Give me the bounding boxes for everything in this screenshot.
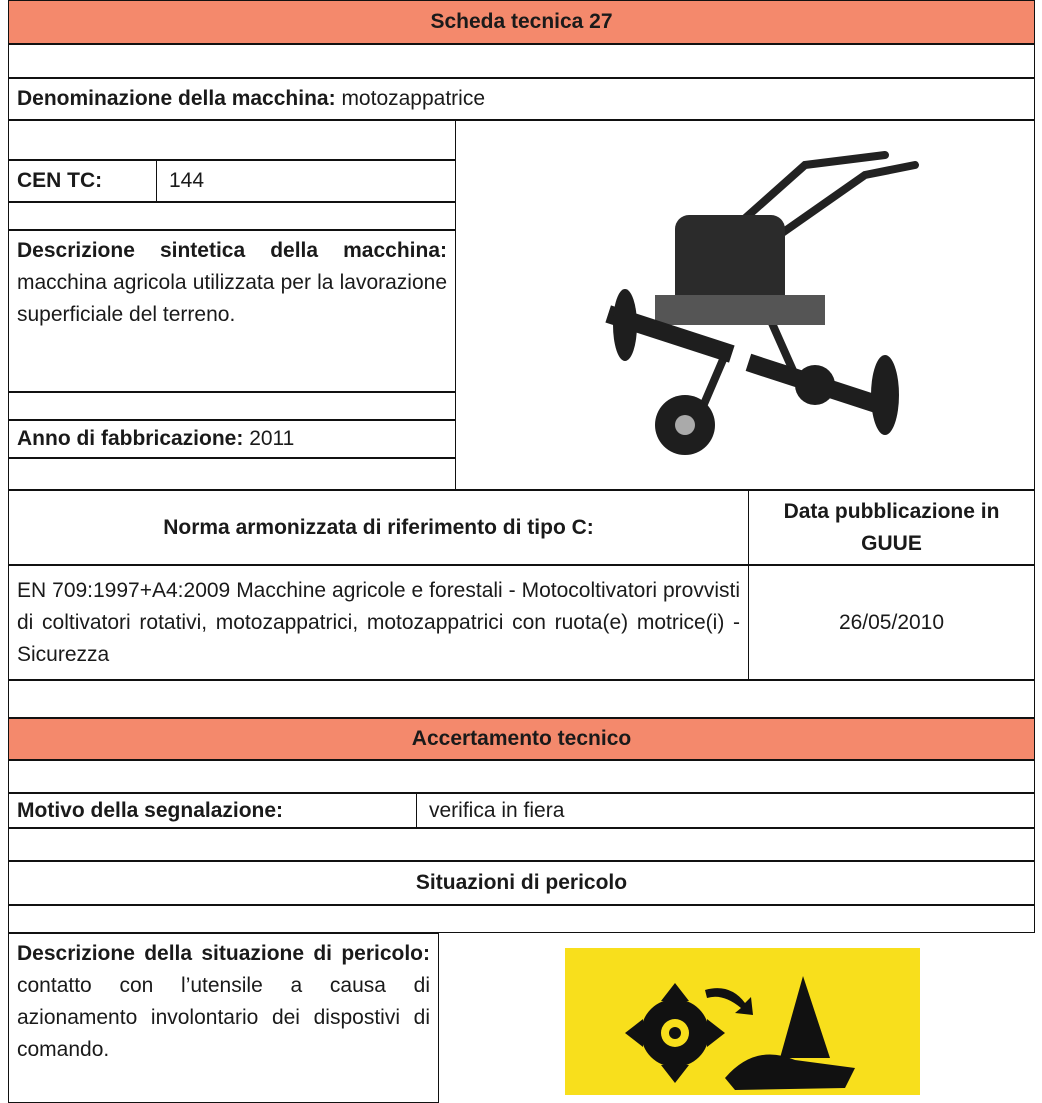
hazard-pictogram xyxy=(565,948,920,1095)
year-cell: Anno di fabbricazione: 2011 xyxy=(8,420,456,458)
title: Scheda tecnica 27 xyxy=(430,10,613,33)
value: 144 xyxy=(169,169,205,192)
norm-header-cell: Norma armonizzata di riferimento di tipo… xyxy=(8,490,749,565)
reason-cell: verifica in fiera xyxy=(416,793,1035,828)
date-cell: 26/05/2010 xyxy=(748,565,1035,680)
value: motozappatrice xyxy=(341,87,486,110)
spacer xyxy=(8,120,456,160)
description-cell: Descrizione sintetica della macchina: ma… xyxy=(8,230,456,392)
value: macchina agricola utilizzata per la lavo… xyxy=(17,271,447,326)
spacer xyxy=(8,760,1035,793)
value: contatto con l’utensile a causa di azion… xyxy=(17,974,430,1061)
section-cell: Accertamento tecnico xyxy=(8,718,1035,760)
norm-text: EN 709:1997+A4:2009 Macchine agricole e … xyxy=(17,578,740,666)
cen-value-cell: 144 xyxy=(156,160,456,202)
hazard-cell: Descrizione della situazione di pericolo… xyxy=(8,933,439,1103)
norm-text-cell: EN 709:1997+A4:2009 Macchine agricole e … xyxy=(8,565,749,680)
label: Motivo della segnalazione: xyxy=(17,798,284,822)
date-header: Data pubblicazione in GUUE xyxy=(783,499,1000,555)
image-cell xyxy=(455,120,1035,490)
section-title: Situazioni di pericolo xyxy=(415,871,628,894)
date: 26/05/2010 xyxy=(838,610,945,634)
name-cell: Denominazione della macchina: motozappat… xyxy=(8,78,1035,120)
label: Descrizione della situazione di pericolo… xyxy=(17,942,430,965)
value: verifica in fiera xyxy=(429,798,565,822)
spacer xyxy=(8,392,456,420)
section-title: Accertamento tecnico xyxy=(411,727,632,750)
spacer xyxy=(8,458,456,490)
section-cell: Situazioni di pericolo xyxy=(8,861,1035,905)
norm-header: Norma armonizzata di riferimento di tipo… xyxy=(163,515,594,539)
spacer xyxy=(8,680,1035,718)
label: Denominazione della macchina: xyxy=(17,87,336,110)
date-header-cell: Data pubblicazione in GUUE xyxy=(748,490,1035,565)
cen-label-cell: CEN TC: xyxy=(8,160,157,202)
spacer xyxy=(8,202,456,230)
label: CEN TC: xyxy=(17,169,103,192)
spacer xyxy=(8,828,1035,861)
title-cell: Scheda tecnica 27 xyxy=(8,0,1035,44)
spacer xyxy=(8,905,1035,933)
spacer xyxy=(8,44,1035,78)
label: Anno di fabbricazione: xyxy=(17,427,244,450)
label: Descrizione sintetica della macchina: xyxy=(17,239,447,262)
machine-image xyxy=(605,151,919,455)
value: 2011 xyxy=(249,427,295,450)
reason-label-cell: Motivo della segnalazione: xyxy=(8,793,417,828)
